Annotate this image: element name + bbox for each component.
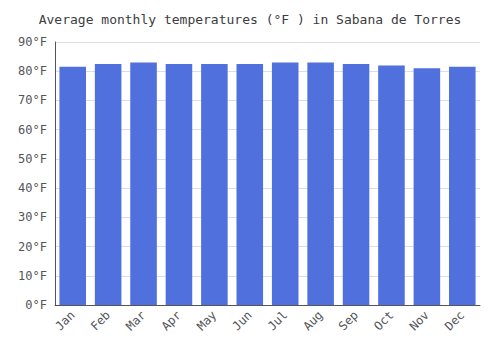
svg-text:80°F: 80°F <box>18 64 47 78</box>
svg-text:Aug: Aug <box>300 308 325 333</box>
svg-text:70°F: 70°F <box>18 93 47 107</box>
svg-text:Dec: Dec <box>442 308 467 333</box>
svg-text:30°F: 30°F <box>18 210 47 224</box>
svg-text:0°F: 0°F <box>25 298 47 312</box>
svg-text:Jun: Jun <box>230 308 255 333</box>
svg-text:Feb: Feb <box>88 308 113 333</box>
svg-text:60°F: 60°F <box>18 123 47 137</box>
svg-text:90°F: 90°F <box>18 35 47 49</box>
svg-text:Sep: Sep <box>336 308 361 333</box>
svg-text:Nov: Nov <box>407 308 432 333</box>
svg-text:Jan: Jan <box>52 308 77 333</box>
svg-text:50°F: 50°F <box>18 152 47 166</box>
svg-text:Average monthly temperatures (: Average monthly temperatures (°F ) in Sa… <box>39 12 462 27</box>
svg-text:Oct: Oct <box>371 308 396 333</box>
svg-text:10°F: 10°F <box>18 269 47 283</box>
svg-text:40°F: 40°F <box>18 181 47 195</box>
svg-text:Mar: Mar <box>123 308 148 333</box>
svg-text:20°F: 20°F <box>18 240 47 254</box>
svg-text:May: May <box>194 308 219 333</box>
svg-text:Jul: Jul <box>265 308 290 333</box>
svg-text:Apr: Apr <box>159 308 184 333</box>
